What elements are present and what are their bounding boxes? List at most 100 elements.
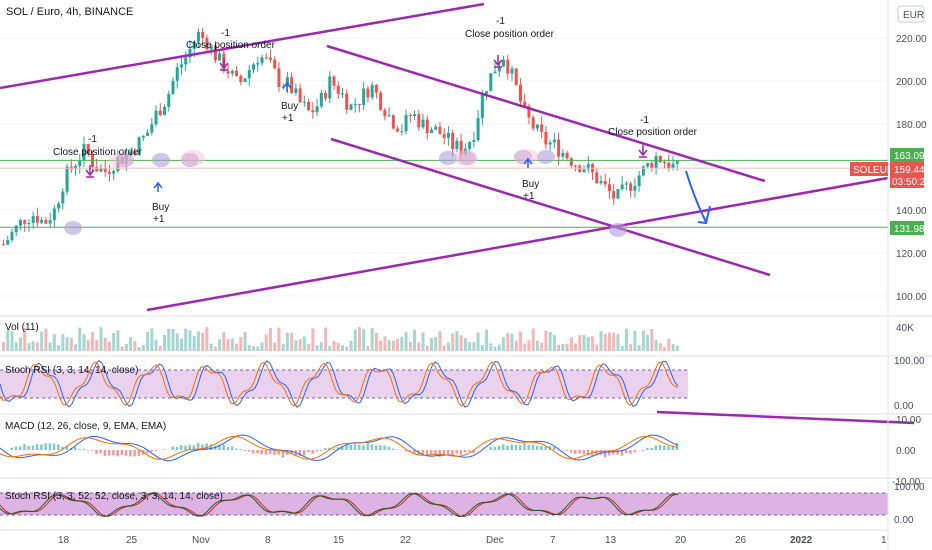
volume-bar xyxy=(523,343,527,351)
candle-body xyxy=(527,106,531,118)
trend-line xyxy=(326,44,766,183)
volume-bar xyxy=(463,338,467,351)
volume-bar xyxy=(489,343,493,351)
touch-highlight xyxy=(458,151,476,165)
volume-bar xyxy=(650,328,654,351)
touch-highlight xyxy=(109,152,133,168)
candle-body xyxy=(10,232,14,241)
candle-body xyxy=(502,59,506,67)
buy-arrow-icon xyxy=(153,181,163,192)
candle-body xyxy=(586,164,590,170)
touch-highlight xyxy=(439,151,457,165)
macd-histogram-bar xyxy=(421,450,425,456)
touch-highlight xyxy=(152,153,170,167)
volume-bar xyxy=(243,332,247,351)
candle-body xyxy=(540,124,544,132)
macd-histogram-bar xyxy=(150,450,153,452)
macd-histogram-bar xyxy=(391,448,395,450)
macd-histogram-bar xyxy=(574,450,577,454)
time-tick: 18 xyxy=(58,535,70,546)
macd-histogram-bar xyxy=(438,450,441,457)
buy-arrow-icon xyxy=(282,81,292,92)
macd-histogram-bar xyxy=(235,448,238,450)
volume-bar xyxy=(607,332,611,351)
volume-bar xyxy=(192,335,196,351)
candle-body xyxy=(201,31,205,39)
volume-bar xyxy=(671,344,675,351)
volume-bar xyxy=(425,345,429,351)
candle-body xyxy=(514,68,518,85)
macd-histogram-bar xyxy=(40,444,43,450)
volume-bar xyxy=(595,344,599,351)
volume-bar xyxy=(675,345,679,351)
macd-histogram-bar xyxy=(154,450,158,451)
volume-bar xyxy=(599,331,603,351)
volume-bar xyxy=(315,345,319,351)
candle-body xyxy=(671,163,675,169)
price-tick: 140.00 xyxy=(896,206,927,217)
candle-body xyxy=(336,85,340,94)
sell-annotation[interactable]: -1 Close position order xyxy=(608,115,698,158)
buy-annotation[interactable]: Buy +1 xyxy=(522,157,539,202)
candle-body xyxy=(404,115,408,132)
candle-body xyxy=(434,126,438,130)
candle-body xyxy=(442,134,446,138)
symbol-badge xyxy=(850,162,888,176)
candle-body xyxy=(485,91,489,94)
macd-histogram-bar xyxy=(540,446,543,450)
candle-body xyxy=(235,70,239,76)
candle-body xyxy=(315,106,319,113)
price-tick: 180.00 xyxy=(896,120,927,131)
candle-body xyxy=(154,110,158,125)
candle-body xyxy=(35,216,39,223)
macd-histogram-bar xyxy=(311,450,314,454)
volume-bar xyxy=(201,332,205,351)
macd-histogram-bar xyxy=(14,446,18,450)
macd-histogram-bar xyxy=(366,443,369,450)
volume-bar xyxy=(540,342,544,351)
macd-tick: 0.00 xyxy=(896,446,916,457)
candle-body xyxy=(307,101,311,111)
macd-histogram-bar xyxy=(243,450,247,452)
touch-highlight xyxy=(181,150,205,166)
candle-body xyxy=(31,216,35,224)
annotation-qty: -1 xyxy=(496,16,505,27)
annotation-label: Close position order xyxy=(53,147,143,158)
volume-bar xyxy=(35,342,39,351)
currency-badge[interactable] xyxy=(897,5,925,23)
candle-body xyxy=(107,171,111,174)
touch-highlight xyxy=(181,153,199,167)
macd-histogram-bar xyxy=(78,448,81,450)
macd-histogram-bar xyxy=(675,442,679,450)
volume-bar xyxy=(256,346,260,351)
volume-bar xyxy=(510,333,514,351)
candle-body xyxy=(565,152,569,159)
volume-bar xyxy=(124,344,128,351)
candle-body xyxy=(400,131,404,133)
volume-bar xyxy=(141,344,145,351)
sell-annotation[interactable]: -1 Close position order xyxy=(186,28,276,71)
macd-histogram-bar xyxy=(112,450,115,456)
macd-histogram-bar xyxy=(133,450,136,457)
buy-annotation[interactable]: Buy +1 xyxy=(152,181,169,225)
volume-bar xyxy=(459,335,463,351)
buy-annotation[interactable]: Buy +1 xyxy=(281,81,298,124)
volume-bar xyxy=(578,335,582,351)
sell-annotation[interactable]: -1 Close position order xyxy=(465,16,555,68)
candle-body xyxy=(247,69,251,79)
volume-bar xyxy=(294,340,298,351)
macd-histogram-bar xyxy=(463,450,467,453)
candle-body xyxy=(459,140,463,155)
sell-arrow-icon xyxy=(493,55,503,68)
volume-bar xyxy=(107,341,111,351)
volume-bar xyxy=(273,342,277,351)
macd-histogram-bar xyxy=(52,443,56,450)
annotation-qty: +1 xyxy=(523,191,535,202)
candle-body xyxy=(78,160,82,167)
volume-bar xyxy=(146,331,150,351)
annotation-label: Buy xyxy=(281,101,298,112)
price-grid xyxy=(0,37,932,479)
macd-histogram-bar xyxy=(502,444,505,450)
sell-annotation[interactable]: -1 Close position order xyxy=(53,134,143,178)
